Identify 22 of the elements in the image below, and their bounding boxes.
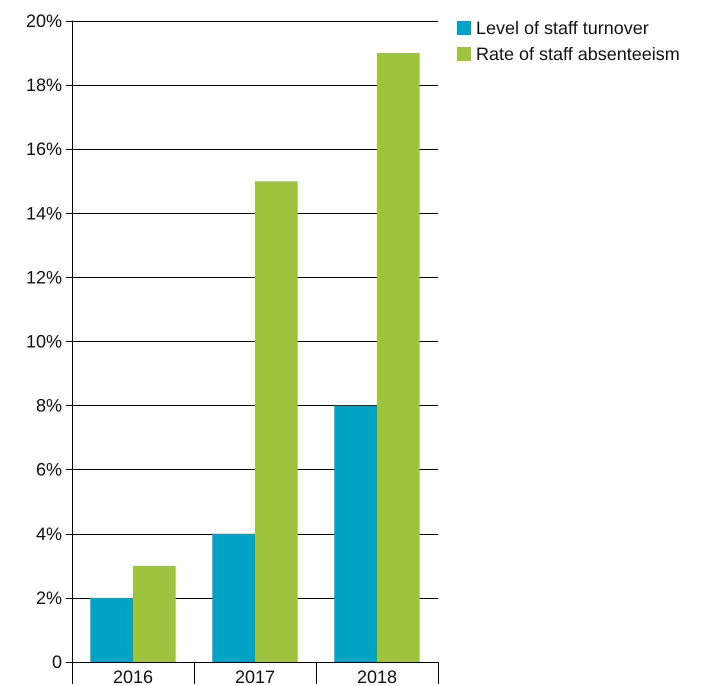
bar bbox=[212, 534, 255, 662]
bar bbox=[133, 566, 176, 662]
x-tick-label: 2017 bbox=[234, 667, 276, 686]
bar bbox=[255, 181, 298, 662]
y-tick-label: 10% bbox=[26, 332, 62, 352]
y-tick-label: 4% bbox=[36, 524, 62, 544]
y-tick-label: 8% bbox=[36, 396, 62, 416]
bar bbox=[377, 53, 420, 662]
y-tick-label: 2% bbox=[36, 588, 62, 608]
y-tick-label: 0 bbox=[52, 652, 62, 672]
y-tick-label: 20% bbox=[26, 11, 62, 31]
bar bbox=[90, 598, 133, 662]
y-tick-label: 16% bbox=[26, 139, 62, 160]
y-tick-label: 12% bbox=[26, 267, 62, 288]
y-tick-label: 6% bbox=[36, 460, 62, 480]
legend-label: Rate of staff absenteeism bbox=[476, 44, 680, 64]
y-tick-label: 18% bbox=[26, 75, 62, 96]
legend-label: Level of staff turnover bbox=[476, 18, 649, 38]
x-tick-label: 2018 bbox=[356, 667, 398, 686]
bar bbox=[334, 406, 377, 662]
x-tick-label: 2016 bbox=[112, 667, 154, 686]
y-tick-label: 14% bbox=[26, 203, 62, 224]
